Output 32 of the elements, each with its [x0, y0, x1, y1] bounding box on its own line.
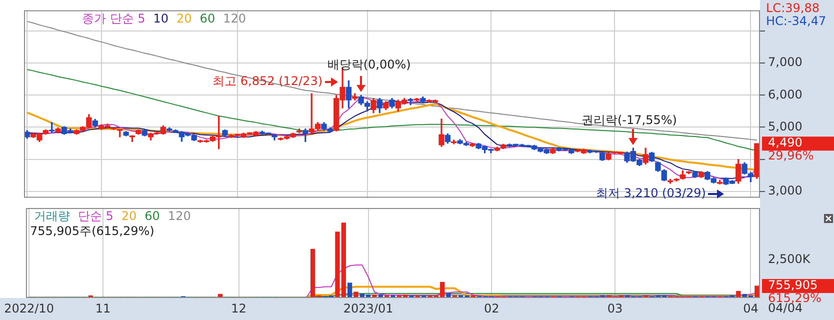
annotation: 권리락(-17,55%) [581, 113, 677, 128]
text: LC:39,88 [766, 1, 820, 16]
x-tick-label: 2022/10 [4, 301, 54, 316]
text: HC:-34,47 [766, 14, 826, 28]
text: 4,490 [768, 136, 802, 150]
annotation: 최저 3,210 (03/29) [596, 186, 706, 200]
text: 120 [168, 209, 191, 224]
text: 29,96% [768, 148, 814, 163]
x-tick-label: 11 [95, 301, 111, 316]
y-tick-label: 3,000 [768, 184, 802, 198]
x-tick-label: 12 [231, 301, 246, 316]
x-tick-label: 03 [607, 301, 623, 316]
y-tick-label: 5,000 [768, 119, 802, 134]
x-tick-label: 2023/01 [343, 301, 394, 316]
text: 2,500K [768, 252, 812, 266]
text: 단순 5 [78, 209, 114, 224]
x-tick-label: 02 [484, 301, 500, 316]
y-tick-label: 6,000 [768, 87, 802, 102]
y-tick-label: 7,000 [768, 55, 802, 70]
text: 종가 단순 5 [82, 11, 146, 26]
x-tick-label: 04 [743, 301, 758, 316]
annotation: 최고 6,852 (12/23) [212, 74, 323, 88]
text: 755,905 [768, 278, 818, 292]
text: 60 [200, 11, 216, 26]
annotation: 배당락(0,00%) [327, 57, 411, 72]
text: 120 [223, 11, 246, 26]
text: 20 [121, 209, 137, 224]
annotation: 755,905주(615,29%) [30, 224, 154, 238]
text: 60 [144, 209, 160, 224]
text: 10 [153, 11, 169, 26]
text: 20 [176, 11, 192, 26]
legend-title: 거래량 [34, 209, 70, 224]
